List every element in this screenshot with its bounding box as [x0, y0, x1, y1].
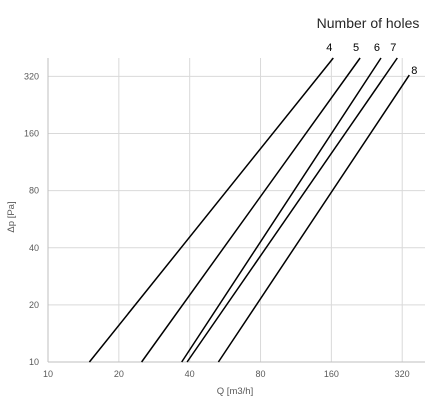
series-label-6: 6 — [374, 42, 380, 54]
series-label-8: 8 — [411, 65, 417, 77]
x-tick-label: 80 — [256, 369, 266, 379]
series-line-7 — [186, 57, 398, 363]
x-tick-label: 320 — [395, 369, 410, 379]
series-label-4: 4 — [326, 42, 332, 54]
y-axis-label: Δp [Pa] — [6, 201, 17, 232]
grid — [48, 58, 425, 362]
y-tick-label: 80 — [29, 186, 39, 196]
series-line-8 — [217, 74, 410, 363]
y-tick-label: 40 — [29, 243, 39, 253]
tick-labels: 10 20 40 80 160 320 10 20 40 80 160 320 — [24, 71, 410, 379]
x-tick-label: 40 — [185, 369, 195, 379]
series-label-7: 7 — [390, 42, 396, 54]
series-line-6 — [181, 57, 382, 363]
y-tick-label: 10 — [29, 357, 39, 367]
series: 4 5 6 7 8 — [88, 42, 417, 363]
x-tick-label: 10 — [43, 369, 53, 379]
series-line-4 — [88, 57, 334, 363]
y-tick-label: 20 — [29, 300, 39, 310]
series-label-5: 5 — [353, 42, 359, 54]
y-tick-label: 320 — [24, 71, 39, 81]
legend-title: Number of holes — [317, 15, 420, 31]
axes — [47, 58, 425, 363]
x-axis-label: Q [m3/h] — [217, 386, 253, 397]
x-tick-label: 20 — [114, 369, 124, 379]
series-line-5 — [140, 57, 361, 363]
y-tick-label: 160 — [24, 129, 39, 139]
x-tick-label: 160 — [324, 369, 339, 379]
